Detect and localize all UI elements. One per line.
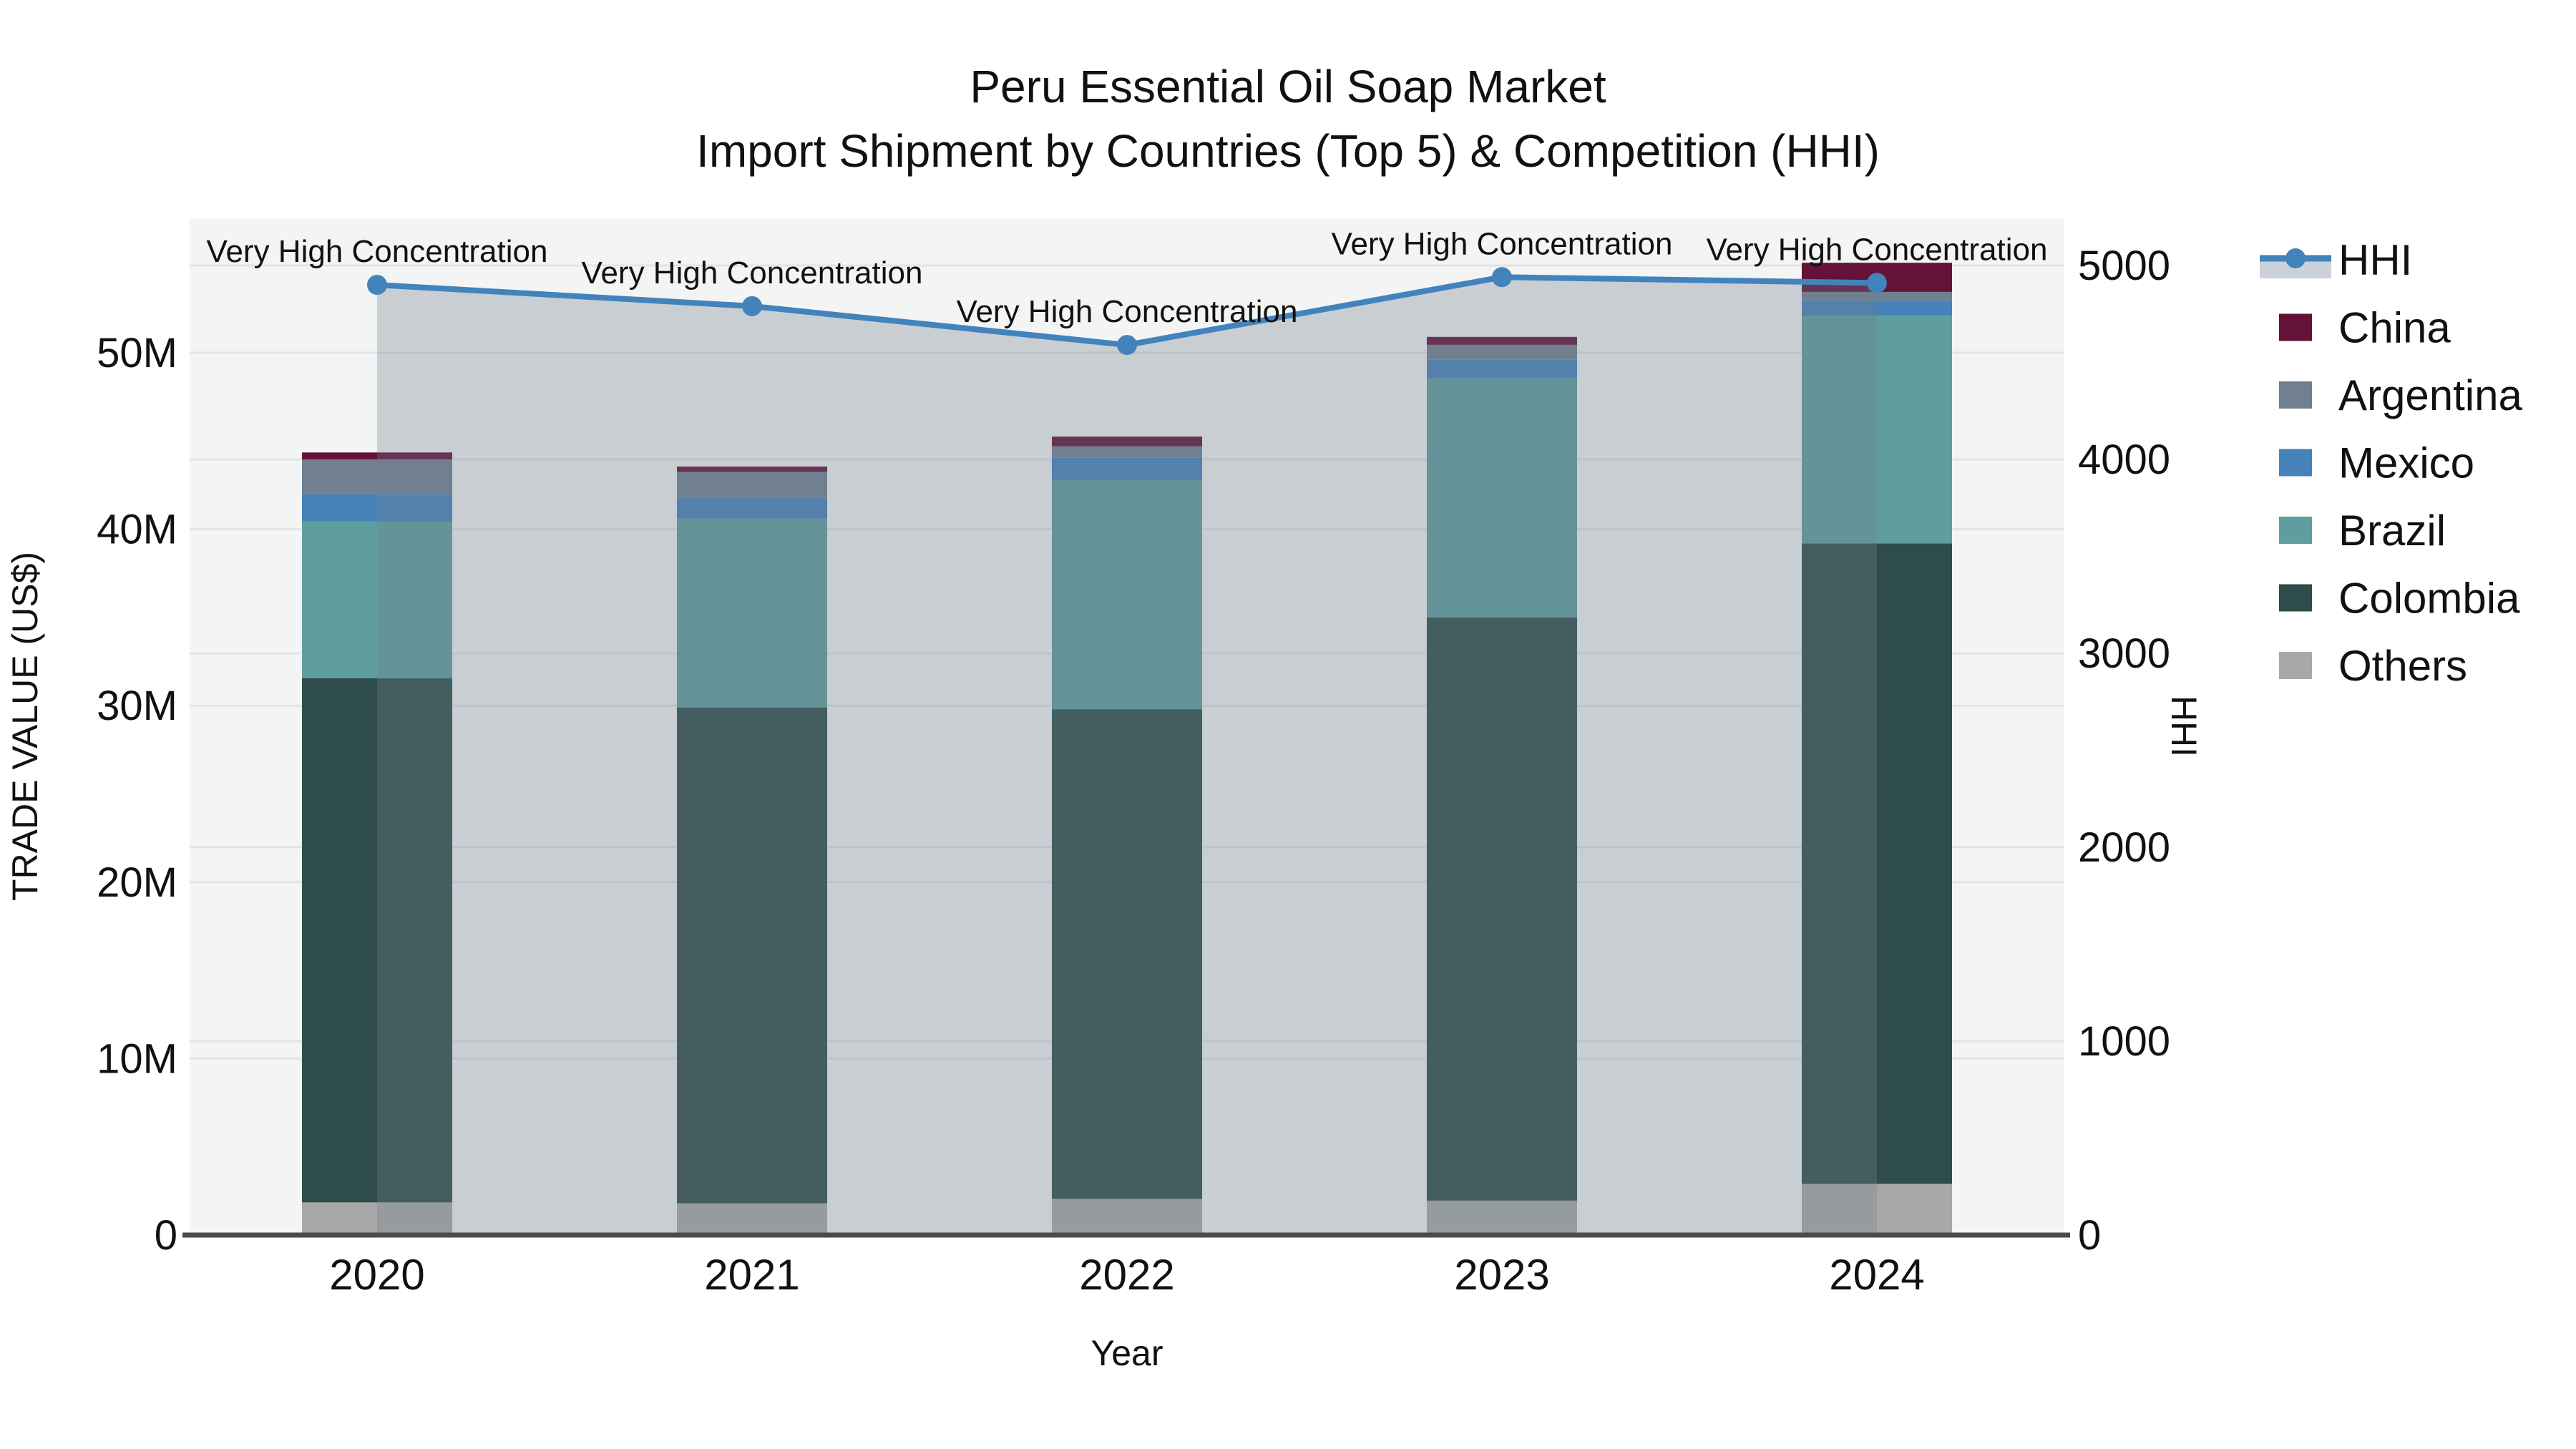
x-tick-2020: 2020 [329,1251,424,1299]
y-left-tick-20M: 20M [97,859,177,906]
y-right-tick-1000: 1000 [2078,1018,2170,1065]
bar-segment-2020-brazil[interactable] [302,521,452,678]
bar-segment-2022-colombia[interactable] [1052,709,1202,1199]
legend-label-argentina: Argentina [2338,371,2522,419]
y-left-tick-30M: 30M [97,683,177,729]
y-left-tick-10M: 10M [97,1035,177,1082]
hhi-area-fill [377,277,1877,1235]
legend-label-hhi: HHI [2338,236,2412,284]
bar-segment-2024-brazil[interactable] [1802,316,1952,544]
y-axis-right: 0 1000 2000 3000 4000 5000 [2078,243,2170,1259]
y-right-axis-title: HHI [2164,696,2204,757]
chart-title-line1: Peru Essential Oil Soap Market [970,61,1606,112]
y-right-tick-4000: 4000 [2078,436,2170,483]
x-axis: 2020 2021 2022 2023 2024 [182,1232,2070,1299]
legend-swatch-colombia [2279,584,2312,612]
chart-title-line2: Import Shipment by Countries (Top 5) & C… [696,125,1880,177]
annotations: Very High Concentration Very High Concent… [207,226,2048,329]
hhi-marker-2021[interactable] [742,296,762,316]
y-left-axis-title: TRADE VALUE (US$) [5,552,45,901]
legend-item-hhi[interactable]: HHI [2260,236,2412,284]
legend-item-mexico[interactable]: Mexico [2279,439,2474,487]
stacked-bars [302,263,1952,1235]
hhi-area [377,277,1877,1235]
y-left-tick-50M: 50M [97,330,177,376]
bar-segment-2022-mexico[interactable] [1052,457,1202,480]
legend-swatch-others [2279,652,2312,679]
bar-segment-2020-mexico[interactable] [302,494,452,522]
bar-segment-2022-china[interactable] [1052,436,1202,447]
y-right-tick-2000: 2000 [2078,824,2170,871]
hhi-marker-2023[interactable] [1492,267,1512,288]
x-tick-2023: 2023 [1454,1251,1549,1299]
bar-segment-2021-brazil[interactable] [677,518,827,708]
hhi-line-layer [367,267,1887,356]
legend-item-others[interactable]: Others [2279,642,2467,690]
legend-hhi-marker-icon [2285,248,2306,268]
bar-segment-2024-mexico[interactable] [1802,301,1952,316]
bar-segment-2023-china[interactable] [1427,336,1577,345]
bar-segment-2020-colombia[interactable] [302,678,452,1203]
y-right-tick-3000: 3000 [2078,630,2170,677]
hhi-marker-2024[interactable] [1867,273,1887,293]
bar-segment-2021-others[interactable] [677,1203,827,1235]
legend-item-colombia[interactable]: Colombia [2279,575,2520,623]
bar-segment-2024-others[interactable] [1802,1184,1952,1235]
bar-segment-2021-china[interactable] [677,467,827,472]
bar-segment-2022-argentina[interactable] [1052,446,1202,458]
annotation-2021: Very High Concentration [582,255,923,291]
bar-segment-2021-argentina[interactable] [677,472,827,498]
bar-segment-2024-colombia[interactable] [1802,543,1952,1184]
bar-segment-2020-others[interactable] [302,1202,452,1235]
bar-segment-2022-brazil[interactable] [1052,479,1202,710]
y-left-tick-0: 0 [155,1212,177,1259]
x-axis-title: Year [1091,1333,1163,1373]
legend-swatch-china [2279,313,2312,341]
legend-swatch-argentina [2279,381,2312,409]
legend: HHI China Argentina Mexico Brazil Colombia Oth… [2260,236,2522,690]
bar-segment-2020-argentina[interactable] [302,459,452,494]
legend-swatch-brazil [2279,517,2312,544]
bar-segment-2022-others[interactable] [1052,1199,1202,1235]
bar-segment-2024-argentina[interactable] [1802,291,1952,301]
x-tick-2022: 2022 [1079,1251,1174,1299]
legend-item-brazil[interactable]: Brazil [2279,507,2446,555]
legend-label-china: China [2338,304,2451,352]
bar-segment-2020-china[interactable] [302,452,452,460]
x-tick-2024: 2024 [1829,1251,1924,1299]
legend-item-china[interactable]: China [2279,304,2451,352]
legend-label-mexico: Mexico [2338,439,2474,487]
bar-segment-2021-colombia[interactable] [677,707,827,1204]
legend-label-others: Others [2338,642,2467,690]
hhi-marker-2020[interactable] [367,275,387,296]
bar-segment-2021-mexico[interactable] [677,497,827,519]
legend-label-colombia: Colombia [2338,575,2520,623]
y-axis-left: 0 10M 20M 30M 40M 50M [97,330,177,1259]
annotation-2024: Very High Concentration [1707,232,2048,267]
bar-segment-2023-others[interactable] [1427,1200,1577,1235]
legend-item-argentina[interactable]: Argentina [2279,371,2522,419]
annotation-2022: Very High Concentration [957,294,1298,329]
y-right-tick-5000: 5000 [2078,243,2170,289]
annotation-2023: Very High Concentration [1332,226,1673,261]
x-tick-2021: 2021 [704,1251,799,1299]
bar-segment-2023-colombia[interactable] [1427,617,1577,1201]
bar-segment-2023-mexico[interactable] [1427,359,1577,379]
y-right-tick-0: 0 [2078,1212,2101,1259]
hhi-marker-2022[interactable] [1117,335,1137,356]
bar-segment-2023-argentina[interactable] [1427,344,1577,360]
legend-swatch-mexico [2279,449,2312,477]
bar-segment-2023-brazil[interactable] [1427,378,1577,618]
annotation-2020: Very High Concentration [207,234,548,269]
legend-label-brazil: Brazil [2338,507,2446,555]
y-left-tick-40M: 40M [97,507,177,553]
